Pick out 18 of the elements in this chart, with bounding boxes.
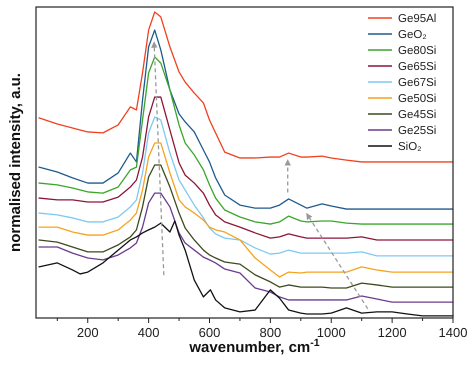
- x-tick-label: 600: [198, 325, 220, 340]
- legend-label: Ge45Si: [398, 109, 436, 121]
- x-tick-label: 1400: [438, 325, 468, 340]
- legend-label: Ge50Si: [398, 93, 436, 105]
- x-tick-label: 1200: [378, 325, 407, 340]
- x-tick-label: 1000: [316, 325, 346, 340]
- legend-label: Ge67Si: [398, 77, 436, 89]
- x-axis-title: wavenumber, cm$^{-1}$: [188, 337, 320, 356]
- legend-label: Ge25Si: [398, 125, 436, 137]
- y-axis-title: normalised intensity, a.u.: [7, 73, 24, 252]
- legend-label: SiO₂: [398, 141, 422, 153]
- legend-label: Ge80Si: [398, 45, 436, 57]
- legend-label: Ge65Si: [398, 61, 436, 73]
- x-tick-label: 400: [138, 325, 160, 340]
- legend-label: GeO₂: [398, 29, 427, 41]
- x-tick-label: 800: [260, 325, 282, 340]
- x-tick-label: 200: [76, 325, 99, 340]
- legend-label: Ge95Al: [398, 13, 436, 25]
